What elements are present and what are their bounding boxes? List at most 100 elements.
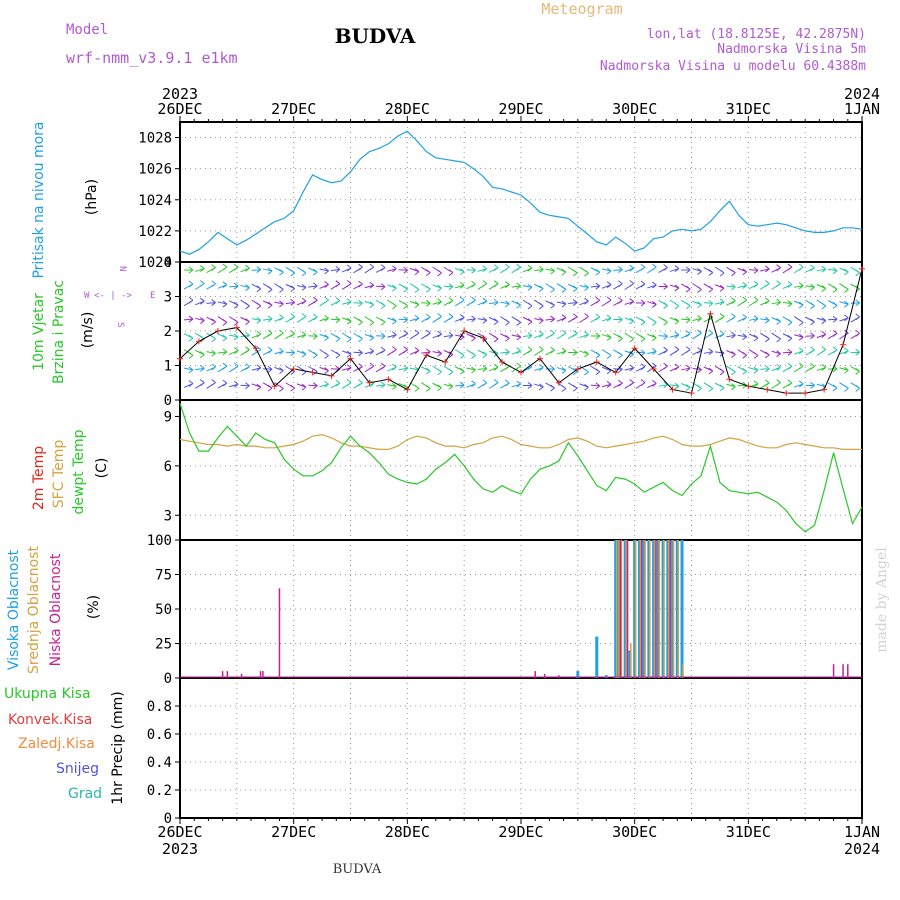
wind-arrow [556, 329, 567, 340]
wind-arrow [850, 382, 860, 392]
cloud-bar [661, 540, 665, 678]
wind-arrow [816, 330, 827, 339]
wind-arrow [771, 332, 781, 343]
wind-arrow [308, 349, 318, 359]
wind-arrow [635, 363, 646, 372]
wind-arrow [839, 283, 849, 293]
temp-ytick-label: 6 [164, 459, 172, 475]
wind-arrow [680, 299, 691, 310]
wind-speed-mark [555, 379, 562, 386]
wind-speed-mark [726, 376, 733, 383]
wind-arrow [398, 364, 408, 372]
wind-arrow [839, 267, 849, 276]
wind-arrow [330, 379, 341, 389]
wind-arrow [455, 314, 465, 322]
wind-arrow [421, 366, 431, 375]
wind-arrow [827, 300, 838, 309]
wind-arrow [635, 332, 646, 343]
wind-arrow [262, 267, 273, 275]
wind-speed-mark [385, 376, 392, 383]
wind-arrow [692, 315, 702, 322]
wind-arrow [782, 281, 793, 290]
cloud-bar [680, 540, 684, 678]
wind-arrow [680, 330, 691, 339]
wind-arrow [737, 333, 747, 341]
wind-speed-mark [366, 379, 373, 386]
wind-arrow [183, 315, 194, 323]
wind-arrow [206, 379, 216, 389]
wind-arrow [579, 331, 589, 338]
model-name: wrf-nmm_v3.9.1 e1km [66, 49, 238, 67]
top-day-label: 31DEC [726, 100, 771, 118]
compass-east: E [150, 291, 155, 301]
precip-label-conv: Konvek.Kisa [8, 712, 92, 728]
wind-arrow [681, 316, 691, 324]
wind-arrow [816, 284, 827, 292]
wind-speed-mark [783, 390, 790, 397]
wind-arrow [308, 313, 318, 323]
bottom-year-label: 2024 [844, 840, 880, 858]
wind-arrow [839, 300, 849, 308]
wind-arrow [262, 300, 273, 309]
wind-arrow [805, 362, 815, 373]
wind-arrow [726, 313, 736, 323]
wind-arrow [443, 313, 454, 323]
cloud-bar [262, 671, 264, 678]
wind-arrow [760, 379, 770, 389]
wind-arrow [217, 300, 228, 308]
wind-speed-mark [461, 328, 468, 334]
temp-ytick-label: 3 [164, 508, 172, 524]
cloud-bar [663, 540, 665, 678]
wind-arrow [183, 333, 194, 342]
wind-arrow [228, 347, 239, 355]
wind-arrow [387, 299, 397, 310]
cloud-bar [626, 540, 629, 678]
cloud-ytick-label: 100 [147, 533, 172, 549]
wind-arrow [183, 349, 194, 359]
cloud-bar [618, 540, 620, 678]
wind-arrow [522, 363, 533, 372]
wind-arrow [545, 315, 555, 323]
wind-arrow [805, 346, 815, 356]
wind-arrow [534, 283, 544, 293]
wind-arrow [251, 330, 262, 339]
cloud-bar [620, 540, 623, 678]
wind-arrow [375, 299, 386, 310]
wind-arrow [274, 267, 284, 276]
cloud-bar [669, 540, 671, 678]
wind-arrow [342, 298, 352, 306]
wind-arrow [556, 283, 567, 293]
wind-arrow [455, 381, 465, 389]
wind-arrow [477, 365, 488, 372]
wind-speed-mark [442, 359, 449, 366]
wind-arrow [308, 296, 318, 307]
wind-arrow [206, 280, 216, 290]
cloud-bar [637, 540, 641, 678]
wind-speed-mark [347, 355, 354, 362]
lonlat-label: lon,lat (18.8125E, 42.2875N) [647, 27, 866, 42]
temp-panel: 2m Temp SFC Temp dewpt Temp (C) [31, 403, 863, 533]
wind-arrow [409, 329, 420, 340]
wind-arrow [342, 364, 352, 372]
wind-arrow [748, 266, 759, 274]
wind-arrow [522, 382, 533, 389]
cloud-bar [623, 540, 627, 678]
wind-arrow [771, 264, 781, 273]
wind-arrow [477, 316, 488, 324]
wind-arrow [567, 283, 578, 293]
wind-arrow [624, 364, 634, 372]
wind-arrow [285, 330, 295, 339]
wind-arrow [590, 313, 601, 323]
wind-arrow [624, 264, 634, 273]
wind-arrow [805, 283, 815, 291]
wind-arrow [692, 329, 702, 340]
cloud-bar [278, 588, 281, 678]
wind-arrow [511, 380, 521, 388]
wind-arrow [466, 296, 476, 307]
cloud-bar [655, 540, 657, 678]
top-day-label: 1JAN [844, 100, 880, 118]
cloud-units: (%) [86, 595, 102, 619]
wind-arrow [274, 366, 284, 375]
cloud-bar [658, 540, 661, 678]
